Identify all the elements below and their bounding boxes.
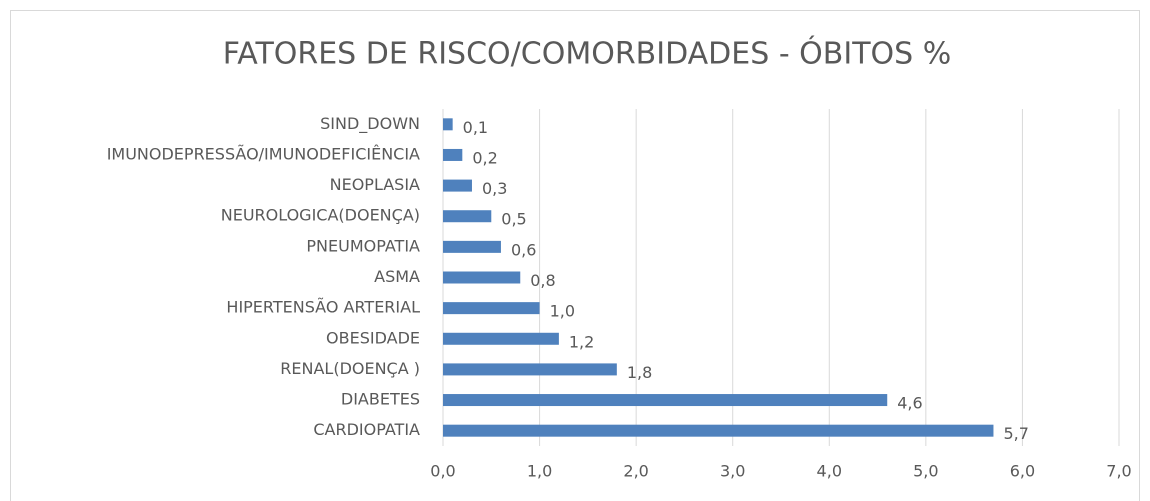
bar [443, 363, 617, 376]
x-tick-label: 2,0 [623, 462, 648, 481]
bar [443, 210, 492, 223]
value-label: 4,6 [897, 394, 922, 413]
y-tick-label: HIPERTENSÃO ARTERIAL [226, 298, 420, 317]
bar [443, 179, 472, 192]
chart-title: FATORES DE RISCO/COMORBIDADES - ÓBITOS % [223, 35, 952, 72]
bar [443, 148, 463, 161]
x-tick-label: 6,0 [1010, 462, 1035, 481]
y-tick-label: RENAL(DOENÇA ) [280, 359, 420, 378]
x-tick-label: 3,0 [720, 462, 745, 481]
value-label: 5,7 [1003, 424, 1028, 443]
bar [443, 271, 521, 284]
x-tick-label: 5,0 [913, 462, 938, 481]
y-tick-label: NEOPLASIA [330, 175, 420, 194]
bar [443, 118, 453, 131]
value-label: 0,3 [482, 179, 507, 198]
x-tick-label: 4,0 [817, 462, 842, 481]
value-label: 0,6 [511, 240, 536, 259]
value-label: 0,8 [530, 271, 555, 290]
bar [443, 424, 994, 437]
y-tick-label: IMUNODEPRESSÃO/IMUNODEFICIÊNCIA [107, 144, 420, 163]
value-label: 1,8 [627, 363, 652, 382]
bar [443, 332, 559, 345]
value-label: 1,2 [569, 332, 594, 351]
x-tick-label: 1,0 [527, 462, 552, 481]
value-label: 0,5 [501, 210, 526, 229]
value-label: 1,0 [550, 302, 575, 321]
y-tick-label: PNEUMOPATIA [306, 236, 420, 255]
y-tick-label: OBESIDADE [326, 328, 420, 347]
bar [443, 240, 501, 253]
x-tick-label: 7,0 [1106, 462, 1131, 481]
value-label: 0,1 [463, 118, 488, 137]
bar [443, 394, 888, 407]
bar [443, 302, 540, 315]
y-tick-label: DIABETES [341, 390, 420, 409]
y-tick-label: SIND_DOWN [320, 114, 420, 134]
value-label: 0,2 [472, 148, 497, 167]
y-tick-label: NEUROLOGICA(DOENÇA) [221, 206, 420, 225]
y-tick-label: CARDIOPATIA [313, 420, 420, 439]
chart-border [10, 10, 1140, 501]
y-tick-label: ASMA [374, 267, 420, 286]
x-tick-label: 0,0 [430, 462, 455, 481]
